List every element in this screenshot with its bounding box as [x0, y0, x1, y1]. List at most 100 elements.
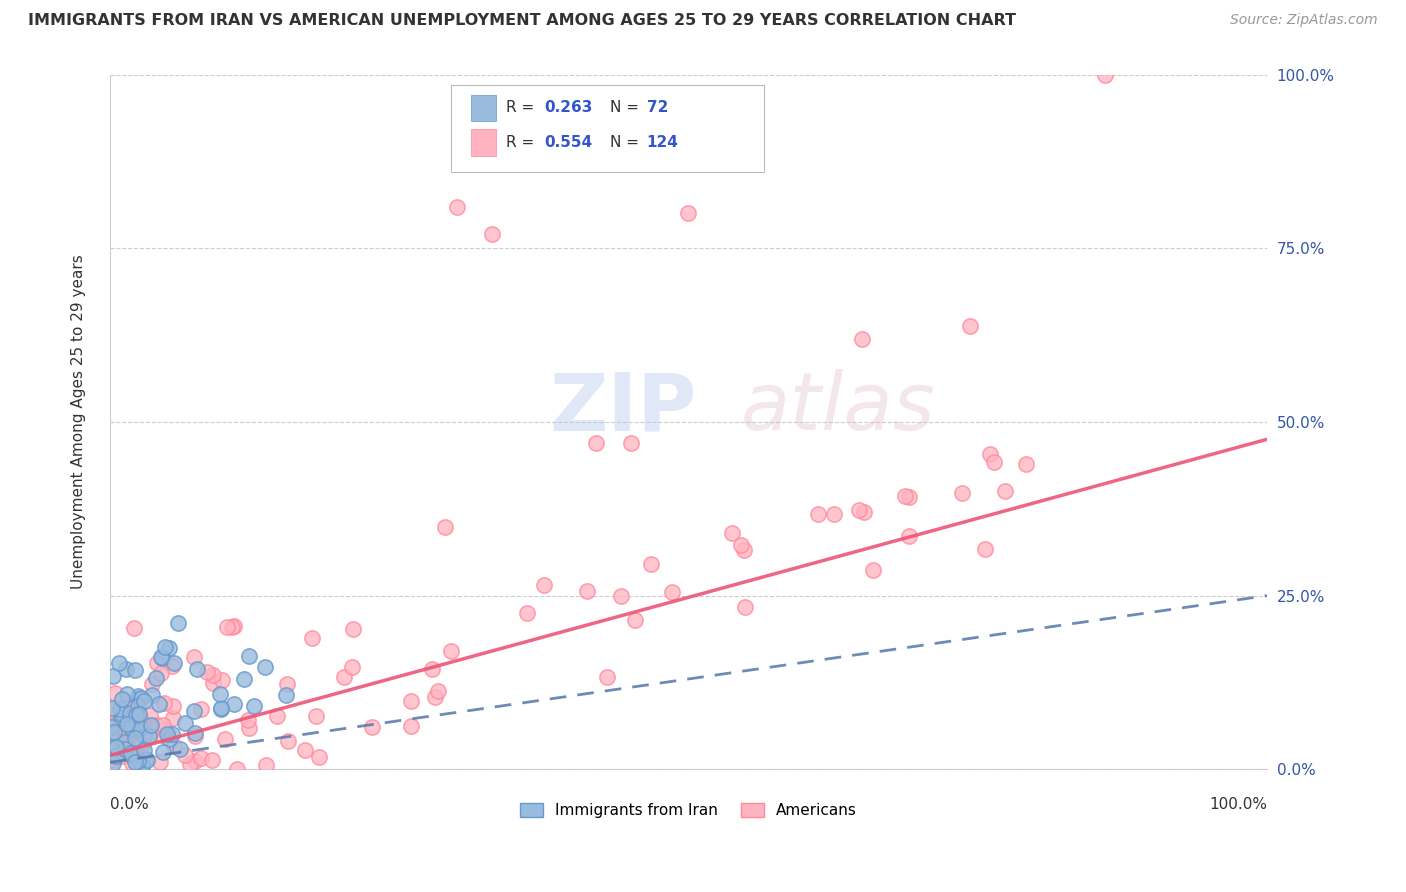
Point [423, 690, 446, 704]
Point [135, 753, 157, 767]
Point [640, 558, 662, 572]
Point [152, 745, 174, 759]
Point [661, 585, 683, 599]
Point [201, 667, 224, 681]
Point [852, 505, 875, 519]
Point [238, 648, 260, 663]
Point [146, 657, 169, 671]
Point [121, 734, 143, 748]
Text: 124: 124 [647, 135, 679, 150]
Point [233, 672, 256, 686]
Point [100, 726, 122, 740]
Point [122, 736, 145, 750]
Point [135, 752, 157, 766]
Point [160, 658, 183, 673]
Point [104, 686, 127, 700]
Point [121, 756, 143, 771]
Point [301, 632, 323, 646]
Point [101, 701, 124, 715]
Point [124, 701, 146, 715]
Point [103, 739, 125, 753]
Point [152, 651, 174, 665]
Point [103, 756, 125, 770]
Point [190, 750, 212, 764]
Point [163, 739, 186, 754]
Point [141, 676, 163, 690]
Point [110, 711, 132, 725]
Point [114, 718, 136, 732]
Legend: Immigrants from Iran, Americans: Immigrants from Iran, Americans [513, 797, 863, 824]
Point [183, 650, 205, 665]
Point [163, 656, 186, 670]
Point [979, 447, 1001, 461]
Point [120, 722, 142, 736]
Point [169, 742, 191, 756]
Point [894, 489, 917, 503]
Point [156, 727, 179, 741]
Point [596, 670, 619, 684]
Point [114, 700, 136, 714]
Point [209, 702, 232, 716]
Point [183, 704, 205, 718]
Point [149, 666, 172, 681]
Point [141, 688, 163, 702]
Point [114, 721, 136, 735]
Point [848, 502, 870, 516]
Point [308, 749, 330, 764]
Point [184, 726, 207, 740]
Point [221, 620, 243, 634]
Point [125, 723, 148, 738]
Point [128, 691, 150, 706]
Point [823, 507, 845, 521]
Point [148, 697, 170, 711]
Point [152, 718, 174, 732]
Point [202, 675, 225, 690]
Point [974, 542, 997, 557]
Point [434, 520, 457, 534]
FancyBboxPatch shape [471, 95, 496, 121]
Point [129, 690, 152, 705]
Point [305, 709, 328, 723]
Point [959, 318, 981, 333]
Point [184, 754, 207, 768]
Point [131, 750, 153, 764]
Point [186, 662, 208, 676]
Point [276, 689, 298, 703]
Point [862, 564, 884, 578]
Point [898, 491, 921, 505]
Point [619, 435, 641, 450]
Point [110, 741, 132, 756]
Point [1015, 457, 1038, 471]
Text: IMMIGRANTS FROM IRAN VS AMERICAN UNEMPLOYMENT AMONG AGES 25 TO 29 YEARS CORRELAT: IMMIGRANTS FROM IRAN VS AMERICAN UNEMPLO… [28, 13, 1017, 29]
Point [217, 620, 239, 634]
Point [157, 732, 180, 747]
Point [128, 722, 150, 736]
Point [201, 754, 224, 768]
Point [253, 660, 276, 674]
Text: atlas: atlas [741, 369, 935, 447]
Point [124, 663, 146, 677]
Point [100, 703, 122, 717]
Point [121, 716, 143, 731]
Point [127, 690, 149, 704]
Text: 0.263: 0.263 [544, 101, 592, 115]
Point [211, 673, 233, 687]
Point [100, 720, 122, 734]
Point [399, 694, 422, 708]
Text: R =: R = [506, 135, 538, 150]
Point [678, 206, 700, 220]
Point [105, 740, 128, 755]
Point [294, 743, 316, 757]
Point [162, 699, 184, 714]
Point [342, 660, 364, 674]
Point [174, 747, 197, 762]
Point [110, 702, 132, 716]
Point [107, 723, 129, 738]
Point [138, 727, 160, 741]
Point [720, 526, 742, 541]
Point [103, 741, 125, 756]
Point [624, 613, 647, 627]
Point [238, 721, 260, 735]
Point [111, 707, 134, 722]
Point [209, 701, 232, 715]
